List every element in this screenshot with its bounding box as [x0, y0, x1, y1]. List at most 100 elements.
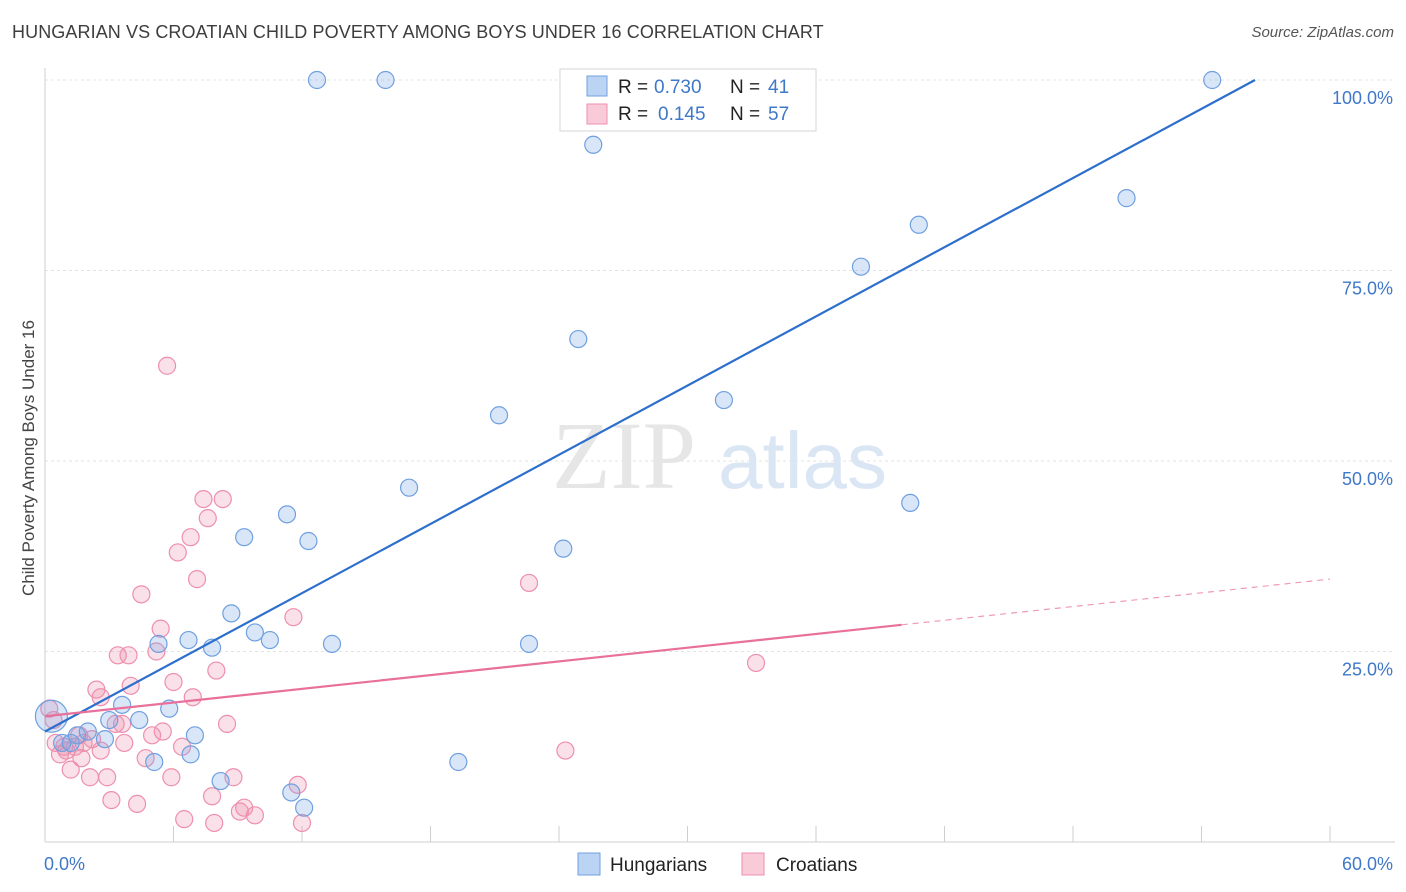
hungarian-point — [277, 505, 297, 524]
hungarian-point — [295, 798, 314, 817]
hungarian-trendline — [44, 79, 1256, 733]
hungarian-point — [149, 634, 168, 653]
croatian-point — [168, 543, 187, 562]
x-tick-label-max: 60.0% — [1342, 854, 1393, 874]
bottom-legend-croatians: Croatians — [776, 855, 857, 876]
hungarian-point — [299, 531, 318, 551]
hungarian-point — [145, 752, 164, 772]
croatian-point — [74, 733, 93, 753]
croatian-point — [202, 787, 222, 806]
hungarian-point — [851, 257, 871, 276]
croatian-point — [175, 810, 194, 829]
hungarian-point — [78, 722, 97, 741]
croatian-point — [162, 768, 181, 787]
hungarian-point — [68, 726, 87, 745]
watermark-atlas: atlas — [718, 416, 887, 505]
hungarian-point — [130, 710, 149, 730]
trendlines — [44, 79, 1331, 733]
legend-swatch-hungarians — [586, 75, 608, 97]
hungarian-point — [1117, 189, 1136, 208]
hungarian-point — [112, 695, 132, 714]
legend-r-value-2: 0.145 — [658, 104, 706, 125]
croatian-point — [151, 619, 170, 638]
hungarian-point — [519, 634, 539, 653]
ticks: 100.0% 75.0% 50.0% 25.0% 0.0% 60.0% — [44, 88, 1393, 874]
hungarian-point — [53, 733, 72, 753]
legend-r-label-2: R = — [618, 104, 648, 125]
hungarian-point — [901, 493, 920, 513]
legend-swatch-croatians — [586, 103, 608, 125]
croatian-point — [519, 573, 539, 593]
croatian-point — [136, 749, 155, 768]
hungarian-points — [34, 70, 1222, 817]
croatian-point — [292, 813, 312, 833]
croatian-point — [102, 790, 121, 810]
croatian-point — [61, 760, 80, 779]
hungarian-point — [181, 745, 200, 764]
croatian-point — [127, 794, 147, 814]
croatian-point — [157, 356, 177, 375]
legend-n-value-1: 41 — [768, 77, 789, 98]
croatian-point — [80, 768, 100, 787]
hungarian-point — [235, 528, 254, 547]
hungarian-point — [222, 604, 241, 623]
hungarian-point — [584, 135, 603, 154]
hungarian-point — [569, 329, 588, 349]
hungarian-point — [260, 630, 279, 650]
croatian-point — [288, 775, 307, 794]
croatian-point — [213, 490, 232, 509]
y-tick-label: 100.0% — [1332, 88, 1393, 108]
x-tick-label-min: 0.0% — [44, 854, 85, 874]
croatian-trendline — [44, 623, 902, 718]
croatian-point — [153, 722, 172, 741]
hungarian-point — [554, 539, 573, 558]
croatian-point — [284, 608, 303, 627]
croatian-point — [183, 688, 202, 707]
croatian-point — [164, 672, 183, 692]
croatian-point — [108, 646, 127, 665]
series-legend: Hungarians Croatians — [577, 852, 857, 876]
y-tick-label: 25.0% — [1342, 660, 1393, 680]
croatian-point — [207, 661, 226, 680]
croatian-point — [142, 726, 162, 745]
legend-r-value-1: 0.730 — [654, 77, 702, 98]
y-tick-label: 75.0% — [1342, 279, 1393, 299]
hungarian-point — [1203, 70, 1222, 90]
hungarian-point — [245, 623, 264, 642]
hungarian-point — [307, 70, 327, 90]
hungarian-point — [100, 710, 119, 730]
croatian-point — [556, 741, 575, 760]
hungarian-point — [376, 70, 395, 90]
bottom-legend-swatch-hungarians — [577, 852, 601, 876]
croatian-points — [40, 356, 766, 833]
croatian-point — [205, 813, 224, 833]
croatian-point — [187, 570, 207, 589]
croatian-point — [245, 806, 264, 825]
croatian-point — [72, 749, 91, 768]
legend-n-label-2: N = — [730, 104, 760, 125]
gridlines — [45, 79, 1395, 652]
hungarian-point — [322, 634, 342, 653]
stats-legend: R = 0.730 N = 41 R = 0.145 N = 57 — [559, 68, 817, 132]
croatian-point — [746, 653, 766, 673]
y-axis-label: Child Poverty Among Boys Under 16 — [19, 320, 38, 596]
hungarian-point — [185, 726, 205, 745]
legend-n-label-1: N = — [730, 77, 760, 98]
croatian-point — [194, 490, 213, 509]
hungarian-point — [714, 390, 734, 410]
source-credit: Source: ZipAtlas.com — [1251, 24, 1394, 41]
chart-title: HUNGARIAN VS CROATIAN CHILD POVERTY AMON… — [12, 22, 824, 42]
watermark-zip: ZIP — [552, 402, 696, 509]
hungarian-point — [489, 406, 509, 425]
croatian-point — [147, 642, 166, 661]
croatian-point — [132, 585, 151, 604]
legend-n-value-2: 57 — [768, 104, 789, 125]
axes — [44, 68, 1395, 843]
croatian-point — [119, 646, 138, 665]
hungarian-point — [95, 730, 115, 749]
croatian-point — [198, 509, 217, 528]
croatian-point — [115, 733, 134, 753]
legend-r-label-1: R = — [618, 77, 648, 98]
y-tick-label: 50.0% — [1342, 469, 1393, 489]
